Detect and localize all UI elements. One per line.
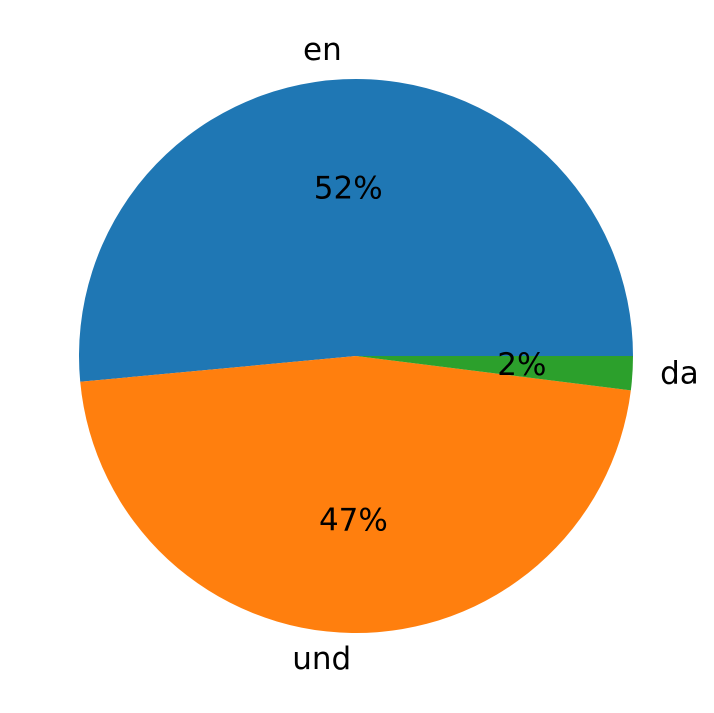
pct-label: 47% — [319, 503, 388, 539]
pie-slice — [78, 78, 634, 382]
pie-slice — [356, 356, 633, 391]
slice-label: da — [660, 355, 699, 391]
pie-slice — [80, 356, 631, 634]
pct-label: 52% — [314, 170, 383, 206]
slice-label: und — [292, 641, 351, 677]
pct-label: 2% — [497, 347, 546, 383]
slice-label: en — [303, 32, 342, 68]
